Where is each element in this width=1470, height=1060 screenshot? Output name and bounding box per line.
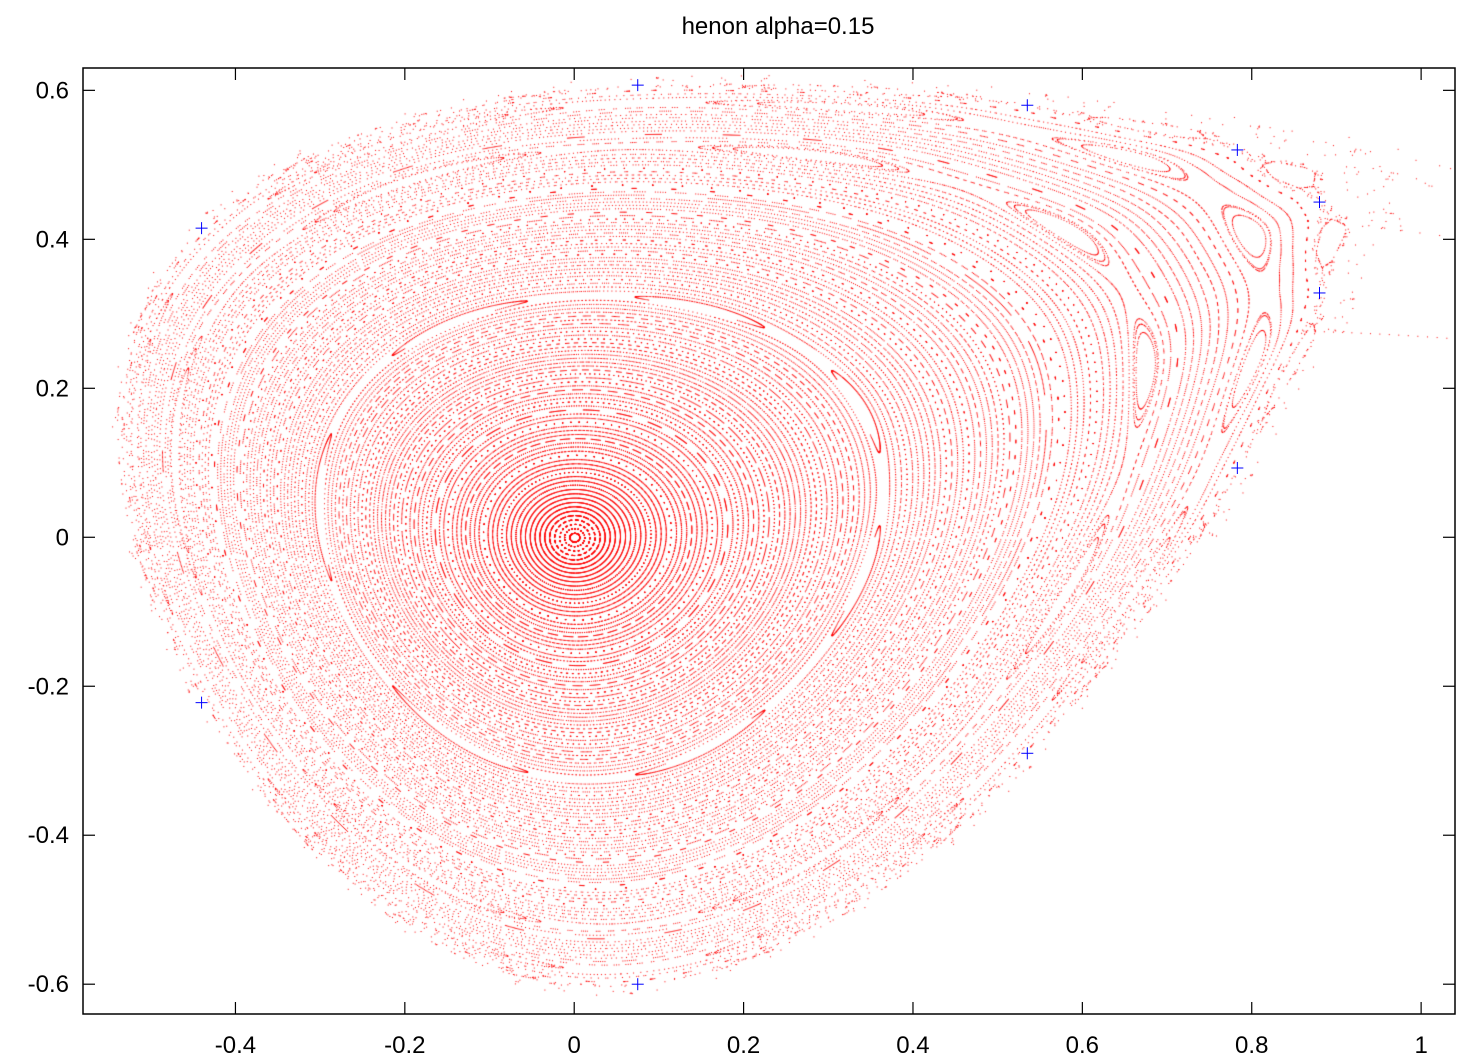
periodic-point-marker <box>631 79 644 92</box>
y-tick-label: -0.2 <box>28 673 69 700</box>
x-tick-label: 0.6 <box>1066 1032 1099 1059</box>
orbit-point-cloud <box>83 68 1455 1014</box>
orbit-point-canvas <box>83 68 1455 1014</box>
periodic-point-marker <box>1231 143 1244 156</box>
x-tick-label: 1 <box>1414 1032 1427 1059</box>
y-tick-label: -0.6 <box>28 971 69 998</box>
periodic-point-marker <box>195 222 208 235</box>
periodic-point-marker <box>1021 99 1034 112</box>
periodic-point-marker <box>1231 462 1244 475</box>
x-tick-label: 0.2 <box>727 1032 760 1059</box>
periodic-point-marker <box>1313 286 1326 299</box>
periodic-point-markers <box>195 79 1326 991</box>
x-tick-label: 0.8 <box>1235 1032 1268 1059</box>
y-tick-label: 0 <box>56 524 69 551</box>
y-tick-label: 0.2 <box>36 375 69 402</box>
periodic-point-marker <box>1021 747 1034 760</box>
x-tick-label: 0 <box>568 1032 581 1059</box>
x-tick-label: -0.2 <box>384 1032 425 1059</box>
y-tick-label: -0.4 <box>28 822 69 849</box>
periodic-point-marker <box>631 978 644 991</box>
periodic-point-marker <box>1313 196 1326 209</box>
x-tick-label: -0.4 <box>215 1032 256 1059</box>
orbit-points <box>83 68 1455 1014</box>
y-tick-label: 0.4 <box>36 226 69 253</box>
chart-title: henon alpha=0.15 <box>682 13 875 40</box>
x-tick-label: 0.4 <box>896 1032 929 1059</box>
plot-frame <box>82 67 1456 1015</box>
y-tick-label: 0.6 <box>36 77 69 104</box>
axes: -0.4 -0.2 0 0.2 0.4 0.6 0.8 1 -0.6 -0.4 -0.2 0 0.2 0.… <box>28 67 1456 1059</box>
periodic-point-marker <box>195 696 208 709</box>
